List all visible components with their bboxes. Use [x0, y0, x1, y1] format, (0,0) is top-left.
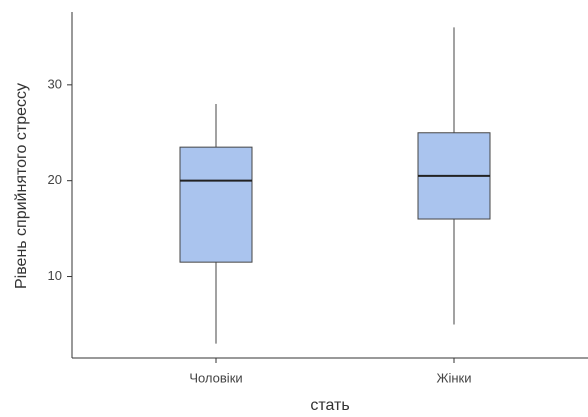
x-axis-title: стать	[310, 397, 349, 414]
y-tick-label: 10	[48, 268, 62, 283]
box	[179, 146, 253, 263]
y-tick-label: 20	[48, 172, 62, 187]
x-tick-label: Жінки	[436, 370, 471, 385]
y-axis-title: Рівень сприйнятого стрессу	[13, 83, 30, 289]
x-tick-label: Чоловіки	[189, 370, 242, 385]
y-tick-label: 30	[48, 76, 62, 91]
